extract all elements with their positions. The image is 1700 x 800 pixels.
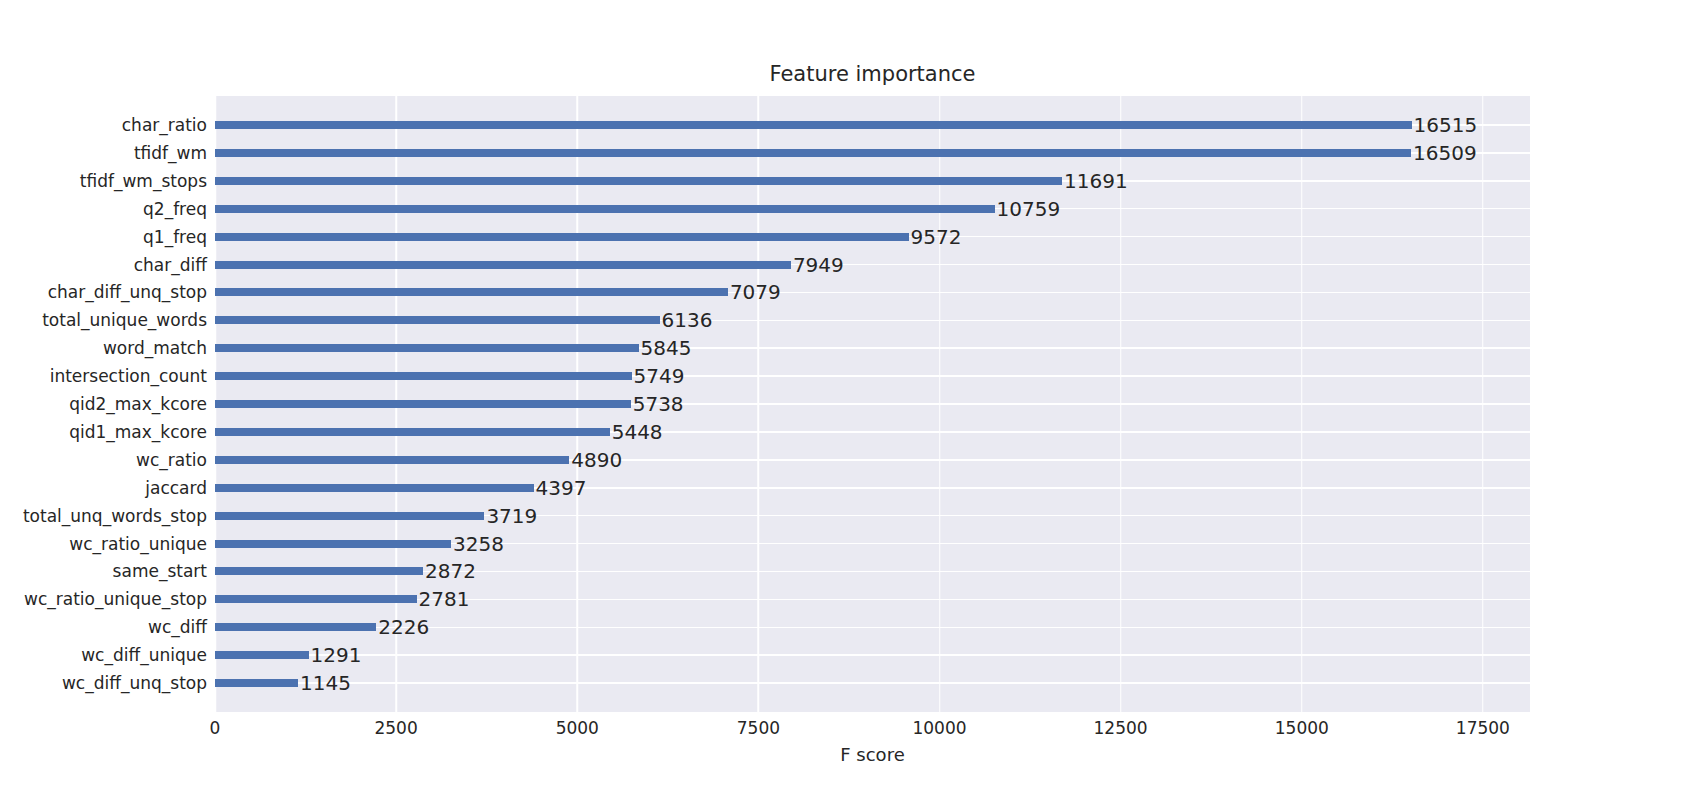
bar-qid2_max_kcore bbox=[215, 400, 631, 408]
bar-q1_freq bbox=[215, 233, 909, 241]
bar-value-label: 1291 bbox=[311, 644, 362, 666]
bar-char_ratio bbox=[215, 121, 1412, 129]
x-tick-label: 15000 bbox=[1275, 718, 1329, 738]
bar-value-label: 1145 bbox=[300, 672, 351, 694]
bar-qid1_max_kcore bbox=[215, 428, 610, 436]
y-tick-label: intersection_count bbox=[0, 366, 207, 386]
bar-value-label: 2226 bbox=[378, 616, 429, 638]
bar-value-label: 2781 bbox=[419, 588, 470, 610]
x-tick-label: 2500 bbox=[374, 718, 417, 738]
bar-value-label: 16515 bbox=[1414, 114, 1478, 136]
bar-value-label: 5448 bbox=[612, 421, 663, 443]
feature-importance-figure: Feature importance 16515 16509 1169110759 9… bbox=[0, 0, 1560, 780]
bar-wc_diff_unq_stop bbox=[215, 679, 298, 687]
bar-wc_diff_unique bbox=[215, 651, 309, 659]
x-tick-label: 12500 bbox=[1094, 718, 1148, 738]
bar-char_diff_unq_stop bbox=[215, 288, 728, 296]
x-tick-label: 7500 bbox=[737, 718, 780, 738]
bar-value-label: 5738 bbox=[633, 393, 684, 415]
bar-value-label: 4890 bbox=[571, 449, 622, 471]
bar-value-label: 6136 bbox=[662, 309, 713, 331]
y-tick-label: wc_ratio_unique_stop bbox=[0, 589, 207, 609]
y-tick-label: tfidf_wm_stops bbox=[0, 171, 207, 191]
bar-value-label: 5749 bbox=[634, 365, 685, 387]
bar-value-label: 7949 bbox=[793, 254, 844, 276]
bar-word_match bbox=[215, 344, 639, 352]
y-tick-label: wc_ratio_unique bbox=[0, 534, 207, 554]
bar-tfidf_wm bbox=[215, 149, 1411, 157]
y-tick-label: total_unique_words bbox=[0, 310, 207, 330]
y-tick-label: wc_diff_unique bbox=[0, 645, 207, 665]
bar-jaccard bbox=[215, 484, 534, 492]
plot-area: 16515 16509 1169110759 9572 7949 7079 6136 5845… bbox=[215, 96, 1530, 712]
y-tick-label: tfidf_wm bbox=[0, 143, 207, 163]
bar-value-label: 16509 bbox=[1413, 142, 1477, 164]
bar-same_start bbox=[215, 567, 423, 575]
y-tick-label: total_unq_words_stop bbox=[0, 506, 207, 526]
bar-value-label: 10759 bbox=[997, 198, 1061, 220]
x-tick-label: 5000 bbox=[556, 718, 599, 738]
y-axis-labels: char_ratio tfidf_wm tfidf_wm_stops q2_freqq… bbox=[0, 96, 207, 712]
y-tick-label: q1_freq bbox=[0, 227, 207, 247]
y-tick-label: same_start bbox=[0, 561, 207, 581]
bar-intersection_count bbox=[215, 372, 632, 380]
x-tick-label: 0 bbox=[210, 718, 221, 738]
gridline-horizontal bbox=[215, 682, 1530, 684]
bar-q2_freq bbox=[215, 205, 995, 213]
bar-wc_ratio bbox=[215, 456, 569, 464]
bar-tfidf_wm_stops bbox=[215, 177, 1062, 185]
bar-wc_diff bbox=[215, 623, 376, 631]
bar-char_diff bbox=[215, 261, 791, 269]
y-tick-label: char_ratio bbox=[0, 115, 207, 135]
y-tick-label: char_diff bbox=[0, 255, 207, 275]
bar-value-label: 3258 bbox=[453, 533, 504, 555]
y-tick-label: qid1_max_kcore bbox=[0, 422, 207, 442]
bar-value-label: 11691 bbox=[1064, 170, 1128, 192]
gridline-horizontal bbox=[215, 654, 1530, 656]
x-tick-label: 17500 bbox=[1456, 718, 1510, 738]
bar-value-label: 2872 bbox=[425, 560, 476, 582]
y-tick-label: qid2_max_kcore bbox=[0, 394, 207, 414]
y-tick-label: jaccard bbox=[0, 478, 207, 498]
y-tick-label: wc_diff bbox=[0, 617, 207, 637]
y-tick-label: char_diff_unq_stop bbox=[0, 282, 207, 302]
bar-value-label: 3719 bbox=[486, 505, 537, 527]
x-axis-ticks: 025005000750010000125001500017500 bbox=[215, 714, 1530, 740]
bar-value-label: 5845 bbox=[641, 337, 692, 359]
y-tick-label: wc_ratio bbox=[0, 450, 207, 470]
chart-title: Feature importance bbox=[215, 62, 1530, 86]
bar-wc_ratio_unique_stop bbox=[215, 595, 417, 603]
bar-value-label: 4397 bbox=[536, 477, 587, 499]
bar-value-label: 7079 bbox=[730, 281, 781, 303]
x-axis-title: F score bbox=[215, 744, 1530, 766]
bar-value-label: 9572 bbox=[911, 226, 962, 248]
bar-total_unique_words bbox=[215, 316, 660, 324]
bar-wc_ratio_unique bbox=[215, 540, 451, 548]
y-tick-label: word_match bbox=[0, 338, 207, 358]
y-tick-label: q2_freq bbox=[0, 199, 207, 219]
x-tick-label: 10000 bbox=[912, 718, 966, 738]
y-tick-label: wc_diff_unq_stop bbox=[0, 673, 207, 693]
bar-total_unq_words_stop bbox=[215, 512, 484, 520]
